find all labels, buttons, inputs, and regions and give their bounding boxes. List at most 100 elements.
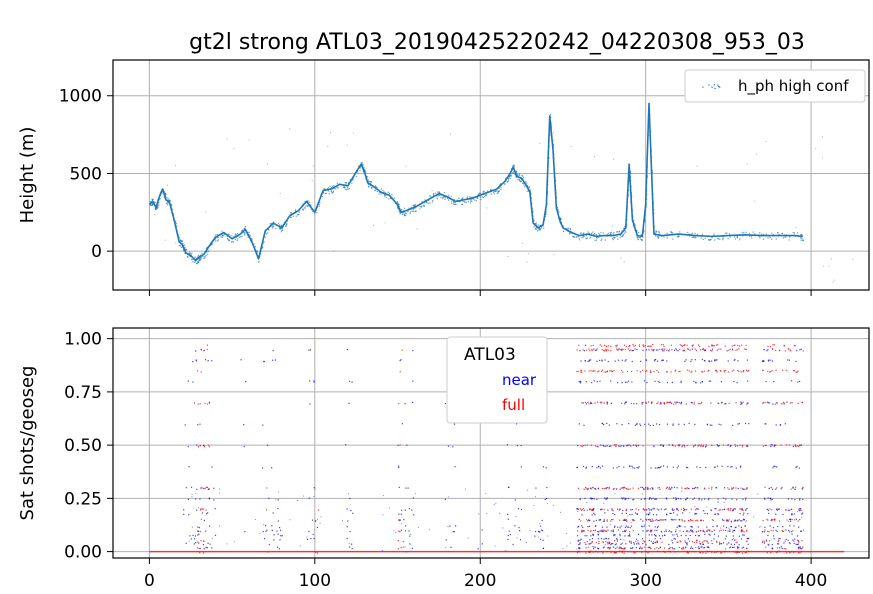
height-point (498, 185, 500, 188)
height-point (374, 189, 376, 192)
full-point (580, 371, 582, 373)
near-point (584, 535, 586, 537)
full-point (642, 445, 644, 447)
height-point (198, 255, 200, 258)
full-point (641, 547, 643, 549)
near-point (685, 535, 687, 537)
near-sparse-point (219, 525, 221, 527)
near-point (694, 486, 697, 489)
height-point (536, 228, 538, 230)
height-point (612, 237, 614, 240)
height-point (399, 213, 401, 215)
near-point (619, 533, 621, 535)
height-point (516, 171, 518, 173)
height-point (332, 191, 335, 193)
near-point (520, 444, 522, 447)
near-point (720, 381, 722, 383)
full-point (606, 486, 609, 489)
near-point (640, 518, 642, 520)
near-point (614, 543, 616, 546)
near-point (706, 526, 708, 528)
full-point (602, 547, 604, 549)
height-point (607, 232, 609, 235)
height-point (613, 236, 615, 239)
height-point (251, 239, 253, 241)
height-point (371, 188, 373, 190)
height-point (158, 202, 160, 204)
near-point (273, 539, 275, 541)
height-point (551, 133, 553, 136)
height-point (606, 235, 608, 237)
height-point (221, 236, 223, 239)
near-point (701, 546, 703, 548)
full-point (708, 550, 711, 552)
height-point (168, 199, 170, 201)
near-sparse-point (720, 527, 722, 529)
near-point (593, 546, 595, 548)
height-point (785, 234, 787, 236)
near-point (601, 359, 603, 361)
near-sparse-point (319, 522, 321, 524)
near-point (611, 508, 613, 510)
near-point (681, 446, 683, 448)
full-point (690, 371, 692, 373)
full-point (702, 371, 704, 373)
near-point (203, 548, 205, 550)
full-point (665, 487, 667, 490)
full-point (708, 345, 710, 347)
height-point (552, 143, 554, 145)
full-point (596, 401, 599, 403)
height-point (750, 235, 753, 237)
height-point (643, 230, 645, 233)
near-point (624, 535, 626, 537)
full-point (604, 530, 606, 532)
height-point (562, 230, 565, 232)
near-point (794, 499, 796, 501)
near-sparse-point (191, 496, 193, 498)
height-outlier-point (416, 228, 418, 230)
near-point (791, 533, 793, 535)
near-point (585, 466, 588, 468)
full-point (701, 401, 703, 404)
height-point (197, 261, 200, 263)
near-point (773, 465, 775, 467)
near-point (207, 359, 209, 362)
near-point (447, 445, 450, 447)
near-point (727, 465, 729, 468)
near-point (642, 530, 644, 532)
height-point (648, 120, 650, 123)
near-point (408, 508, 410, 510)
near-point (775, 424, 777, 426)
full-point (658, 486, 661, 489)
full-point (610, 551, 612, 553)
legend-marker-dot (702, 86, 704, 88)
near-point (799, 510, 801, 512)
near-point (725, 535, 727, 537)
full-point (615, 445, 617, 448)
height-point (627, 194, 629, 196)
full-point (718, 541, 721, 543)
full-point (581, 371, 583, 373)
near-point (589, 519, 591, 522)
height-point (396, 207, 399, 209)
near-point (594, 349, 597, 351)
near-point (728, 488, 730, 490)
legend-marker-h-ph (702, 84, 721, 90)
full-point (586, 540, 588, 543)
full-point (585, 552, 587, 554)
near-point (764, 526, 766, 528)
height-point (181, 246, 183, 248)
full-point (659, 403, 661, 405)
full-point (741, 529, 743, 531)
near-point (692, 547, 694, 549)
full-point (691, 541, 694, 543)
height-point (517, 176, 519, 178)
near-point (785, 548, 787, 550)
near-point (477, 548, 479, 550)
height-point (174, 221, 176, 223)
near-point (596, 498, 598, 500)
height-point (364, 172, 367, 174)
height-point (234, 238, 236, 240)
height-point (233, 237, 235, 239)
full-point (686, 551, 688, 553)
